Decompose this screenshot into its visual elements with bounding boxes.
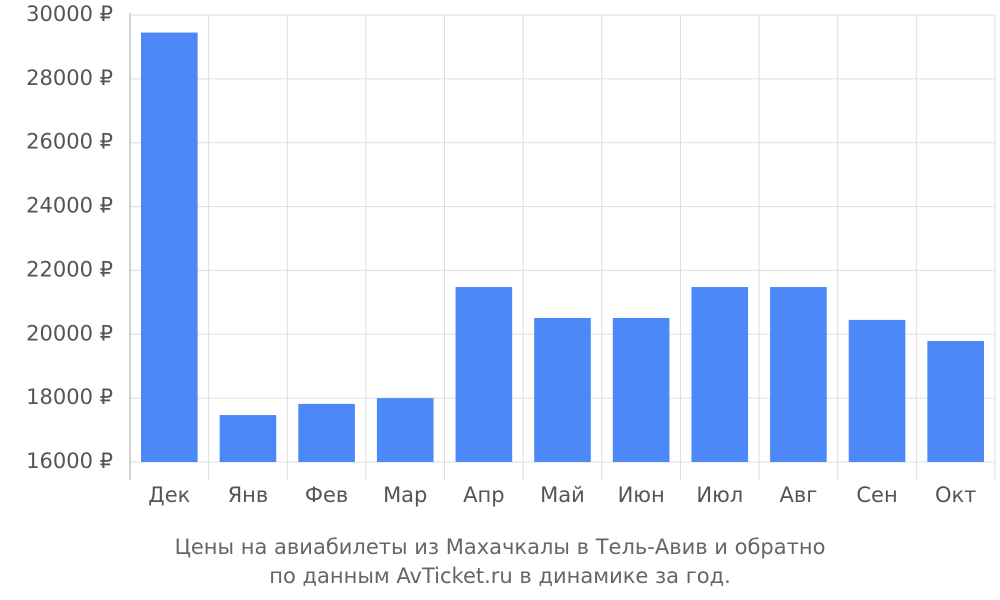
bar	[770, 287, 827, 462]
x-tick-label: Июл	[696, 483, 743, 507]
x-tick-label: Сен	[856, 483, 897, 507]
x-tick-label: Окт	[935, 483, 976, 507]
bar	[298, 403, 355, 462]
bar	[612, 318, 670, 462]
y-tick-label: 30000 ₽	[26, 2, 113, 26]
y-tick-label: 26000 ₽	[26, 130, 113, 154]
chart-title: по данным AvTicket.ru в динамике за год.	[269, 564, 731, 588]
bar	[376, 398, 434, 462]
bar	[927, 340, 984, 462]
x-tick-label: Май	[540, 483, 585, 507]
chart-title: Цены на авиабилеты из Махачкалы в Тель-А…	[175, 535, 826, 559]
x-tick-label: Дек	[148, 483, 190, 507]
bar	[691, 287, 749, 462]
bar	[141, 32, 198, 462]
bar	[219, 415, 277, 462]
bar	[455, 287, 513, 462]
x-tick-label: Июн	[618, 483, 665, 507]
y-tick-label: 16000 ₽	[26, 449, 113, 473]
x-tick-label: Янв	[228, 483, 269, 507]
bar	[534, 318, 591, 462]
y-tick-label: 20000 ₽	[26, 321, 113, 345]
x-tick-label: Мар	[383, 483, 427, 507]
y-tick-label: 24000 ₽	[26, 194, 113, 218]
bar	[848, 319, 906, 462]
x-tick-label: Авг	[780, 483, 818, 507]
x-tick-label: Фев	[305, 483, 348, 507]
x-tick-label: Апр	[463, 483, 504, 507]
y-tick-label: 22000 ₽	[26, 257, 113, 281]
y-tick-label: 28000 ₽	[26, 66, 113, 90]
y-tick-label: 18000 ₽	[26, 385, 113, 409]
